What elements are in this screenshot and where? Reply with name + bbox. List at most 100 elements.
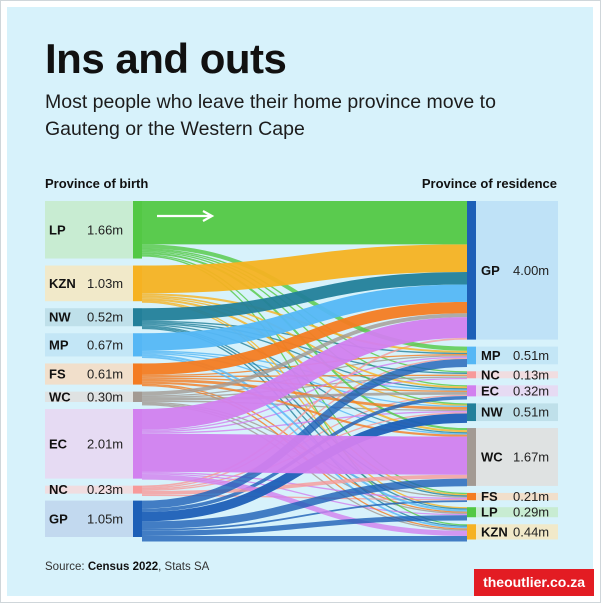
target-code-lp: LP — [481, 505, 498, 520]
target-code-fs: FS — [481, 489, 498, 504]
target-bar-wc — [467, 428, 476, 486]
source-value-kzn: 1.03m — [87, 276, 123, 291]
flow-wc-to-ec — [141, 392, 468, 401]
source-value-nw: 0.52m — [87, 310, 123, 325]
target-bar-lp — [467, 507, 476, 518]
right-axis-label: Province of residence — [421, 176, 557, 191]
chart-panel: Ins and outs Most people who leave their… — [7, 7, 593, 596]
node-labels: LP 1.66m KZN 1.03m NW 0.52m MP 0.67m FS 0.61m WC 0.… — [49, 210, 549, 539]
target-value-wc: 1.67m — [513, 449, 549, 464]
flow-ec-to-lp — [141, 473, 468, 516]
source-suffix: , Stats SA — [158, 561, 210, 573]
target-code-nc: NC — [481, 367, 500, 382]
flow-fs-to-gp — [141, 301, 468, 375]
target-value-kzn: 0.44m — [513, 524, 549, 539]
target-box-kzn — [476, 524, 558, 540]
source-bar-fs — [133, 363, 142, 385]
left-axis-label: Province of birth — [45, 176, 149, 191]
target-value-ec: 0.32m — [513, 383, 549, 398]
target-box-fs — [476, 492, 558, 501]
chart-subtitle: Most people who leave their home provinc… — [45, 91, 496, 140]
target-value-mp: 0.51m — [513, 348, 549, 363]
target-value-lp: 0.29m — [513, 505, 549, 520]
target-bar-ec — [467, 385, 476, 397]
flow-kzn-to-nw — [141, 297, 468, 406]
source-code-nw: NW — [49, 310, 71, 325]
target-bar-kzn — [467, 524, 476, 540]
source-code-kzn: KZN — [49, 276, 76, 291]
sankey-chart: LP 1.66m KZN 1.03m NW 0.52m MP 0.67m FS 0.61m WC 0.… — [45, 200, 558, 542]
target-bar-gp — [467, 201, 476, 340]
target-box-mp — [476, 346, 558, 365]
flow-ec-to-nc — [141, 377, 468, 433]
source-note: Source: Census 2022, Stats SA — [45, 561, 209, 573]
target-bar-fs — [467, 492, 476, 501]
source-value-nc: 0.23m — [87, 482, 123, 497]
chart-title: Ins and outs — [45, 35, 287, 82]
flow-wc-to-gp — [141, 313, 468, 396]
flow-kzn-to-gp — [141, 244, 468, 294]
flow-gp-to-wc — [141, 478, 468, 530]
target-box-ec — [476, 385, 558, 397]
source-box-nc — [45, 485, 133, 494]
source-code-lp: LP — [49, 222, 66, 237]
target-value-nc: 0.13m — [513, 367, 549, 382]
source-code-mp: MP — [49, 337, 69, 352]
source-prefix: Source: — [45, 561, 88, 573]
source-box-gp — [45, 500, 133, 537]
target-box-gp — [476, 201, 558, 340]
source-box-kzn — [45, 265, 133, 302]
source-box-lp — [45, 201, 133, 259]
source-bar-nc — [133, 485, 142, 494]
direction-arrow-head — [202, 210, 215, 222]
source-bold: Census 2022 — [87, 561, 159, 573]
flow-nw-to-gp — [141, 272, 468, 321]
target-box-nc — [476, 371, 558, 379]
brand-badge[interactable]: theoutlier.co.za — [474, 569, 594, 596]
source-code-gp: GP — [49, 511, 68, 526]
flow-lp-to-nw — [141, 250, 468, 405]
source-value-wc: 0.30m — [87, 389, 123, 404]
flow-ec-to-gp — [141, 317, 468, 430]
target-value-nw: 0.51m — [513, 405, 549, 420]
source-code-nc: NC — [49, 482, 68, 497]
source-bar-ec — [133, 408, 142, 479]
source-bar-gp — [133, 500, 142, 537]
flow-fs-to-wc — [141, 381, 468, 437]
flow-wc-to-nc — [141, 376, 468, 398]
source-value-mp: 0.67m — [87, 337, 123, 352]
source-box-wc — [45, 391, 133, 402]
target-bar-nc — [467, 371, 476, 379]
node-bars — [45, 201, 558, 540]
source-box-ec — [45, 408, 133, 479]
target-code-nw: NW — [481, 405, 503, 420]
target-value-gp: 4.00m — [513, 263, 549, 278]
flow-mp-to-gp — [141, 284, 468, 351]
target-code-ec: EC — [481, 383, 500, 398]
target-code-kzn: KZN — [481, 524, 508, 539]
target-value-fs: 0.21m — [513, 489, 549, 504]
source-value-lp: 1.66m — [87, 222, 123, 237]
source-code-wc: WC — [49, 389, 71, 404]
flow-gp-to-mp — [141, 359, 468, 509]
source-box-nw — [45, 308, 133, 327]
source-bar-kzn — [133, 265, 142, 302]
source-code-ec: EC — [49, 436, 68, 451]
target-box-lp — [476, 507, 558, 518]
source-code-fs: FS — [49, 367, 66, 382]
source-bar-lp — [133, 201, 142, 259]
source-bar-wc — [133, 391, 142, 402]
flow-gp-to-lp — [141, 515, 468, 536]
target-code-mp: MP — [481, 348, 501, 363]
source-box-fs — [45, 363, 133, 385]
target-box-wc — [476, 428, 558, 486]
flow-ec-to-wc — [141, 433, 468, 475]
target-code-wc: WC — [481, 449, 503, 464]
source-bar-nw — [133, 308, 142, 327]
target-box-nw — [476, 403, 558, 422]
flow-links — [141, 200, 468, 542]
flow-ec-to-nw — [141, 410, 468, 434]
target-code-gp: GP — [481, 263, 500, 278]
flow-nc-to-wc — [141, 474, 468, 495]
